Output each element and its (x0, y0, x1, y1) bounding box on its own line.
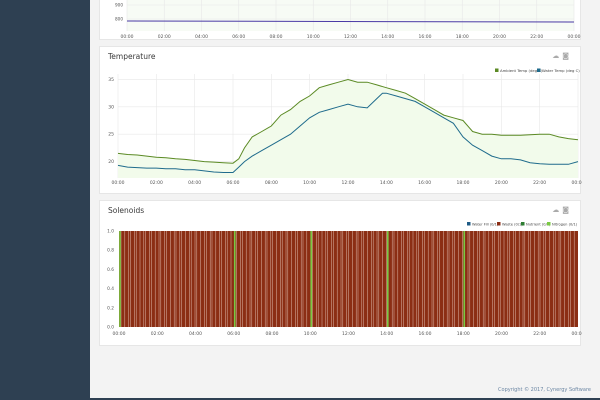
x-tick-label: 08:00 (266, 331, 279, 337)
x-tick-label: 18:00 (456, 34, 469, 40)
solenoids-panel: Solenoids ☁◙ 00:00 02:00 04:00 06:00 08:00 10… (99, 200, 585, 346)
y-tick-label: 1.0 (107, 229, 114, 235)
legend-label: Water Temp (deg C) (542, 68, 580, 73)
x-tick-label: 20:00 (493, 34, 506, 40)
x-tick-label: 10:00 (303, 180, 316, 186)
x-tick-label: 10:00 (304, 331, 317, 337)
legend-label: Waste (0/1) (502, 223, 523, 227)
legend-swatch (537, 68, 541, 72)
x-tick-label: 02:00 (150, 180, 163, 186)
x-tick-label: 00:00 (568, 34, 581, 40)
camera-icon[interactable]: ◙ (562, 206, 572, 214)
legend-label: Nutrient (0/1) (526, 223, 551, 227)
x-tick-label: 00:00 (113, 331, 126, 337)
y-tick-label: 30 (108, 104, 114, 110)
y-tick-label: 25 (108, 132, 114, 138)
x-tick-label: 06:00 (232, 34, 245, 40)
x-tick-label: 00:00 (112, 180, 125, 186)
x-tick-label: 04:00 (195, 34, 208, 40)
x-tick-label: 22:00 (533, 180, 546, 186)
nitrogen-pulse-bar (233, 231, 236, 327)
series-line-ambient (117, 78, 579, 164)
nitrogen-pulse-bar (119, 231, 121, 327)
y-tick-label: 800 (115, 17, 123, 22)
x-tick-label: 08:00 (270, 34, 283, 40)
x-tick-label: 04:00 (188, 180, 201, 186)
y-tick-label: 0.0 (107, 325, 114, 331)
cloud-icon[interactable]: ☁ (552, 52, 563, 60)
x-tick-label: 14:00 (381, 34, 394, 40)
x-tick-label: 06:00 (227, 331, 240, 337)
area-fill (118, 79, 578, 178)
nitrogen-pulse-bar (310, 231, 313, 327)
x-tick-label: 10:00 (307, 34, 320, 40)
nitrogen-pulse-bar (463, 231, 466, 327)
solenoids-panel-icons: ☁◙ (552, 206, 572, 214)
top-chart: 00:00 02:00 04:00 06:00 08:00 10:00 12:00 14:00… (115, 0, 581, 40)
legend-label: Water Fill (0/1) (472, 223, 499, 227)
legend-swatch (521, 222, 525, 226)
x-tick-label: 20:00 (495, 331, 508, 337)
x-tick-label: 12:00 (342, 180, 355, 186)
x-tick-label: 20:00 (495, 180, 508, 186)
x-tick-label: 06:00 (227, 180, 240, 186)
legend-swatch (547, 222, 551, 226)
y-tick-label: 900 (115, 3, 123, 8)
legend-swatch (497, 222, 501, 226)
solenoids-title: Solenoids (108, 206, 145, 215)
y-tick-label: 0.4 (107, 286, 114, 292)
x-tick-label: 02:00 (151, 331, 164, 337)
y-tick-label: 0.2 (107, 305, 114, 311)
x-tick-label: 18:00 (457, 331, 470, 337)
x-tick-label: 08:00 (265, 180, 278, 186)
footer-copyright: Copyright © 2017, Cynergy Software (498, 387, 591, 393)
temperature-panel-icons: ☁◙ (552, 52, 572, 60)
x-tick-label: 00:00 (572, 180, 582, 186)
y-tick-label: 35 (108, 77, 114, 83)
legend-swatch (467, 222, 471, 226)
legend-swatch (495, 68, 499, 72)
x-tick-label: 02:00 (158, 34, 171, 40)
x-tick-label: 18:00 (457, 180, 470, 186)
x-tick-label: 00:00 (572, 331, 582, 337)
x-tick-label: 16:00 (418, 180, 431, 186)
top-chart-panel: 00:00 02:00 04:00 06:00 08:00 10:00 12:00 14:00… (99, 0, 581, 40)
series-line (126, 20, 575, 23)
camera-icon[interactable]: ◙ (562, 52, 572, 60)
x-tick-label: 04:00 (189, 331, 202, 337)
x-tick-label: 22:00 (533, 331, 546, 337)
solenoids-chart: 00:00 02:00 04:00 06:00 08:00 10:00 12:00 14:00… (107, 222, 585, 337)
temperature-title: Temperature (108, 52, 156, 61)
y-tick-label: 20 (108, 159, 114, 165)
legend-label: Ambient Temp (deg C) (500, 68, 543, 73)
x-tick-label: 16:00 (419, 34, 432, 40)
x-tick-label: 14:00 (380, 180, 393, 186)
y-tick-label: 0.6 (107, 267, 114, 273)
nitrogen-pulse-bar (386, 231, 389, 327)
x-tick-label: 00:00 (121, 34, 134, 40)
cloud-icon[interactable]: ☁ (552, 206, 563, 214)
x-tick-label: 14:00 (380, 331, 393, 337)
legend-label: Nitrogen (0/1) (552, 223, 578, 227)
x-tick-label: 16:00 (419, 331, 432, 337)
x-tick-label: 12:00 (342, 331, 355, 337)
series-line-water (117, 92, 579, 173)
bottom-edge (90, 398, 600, 400)
y-tick-label: 0.8 (107, 248, 114, 254)
temperature-chart: 00:00 02:00 04:00 06:00 08:00 10:00 12:00 14:00… (108, 68, 584, 186)
sidebar (0, 0, 90, 400)
x-tick-label: 22:00 (530, 34, 543, 40)
x-tick-label: 12:00 (344, 34, 357, 40)
main-content: 00:00 02:00 04:00 06:00 08:00 10:00 12:00 14:00… (90, 0, 600, 400)
temperature-panel: Temperature ☁◙ 00:00 02:00 04:00 06:00 08:00… (99, 46, 585, 194)
